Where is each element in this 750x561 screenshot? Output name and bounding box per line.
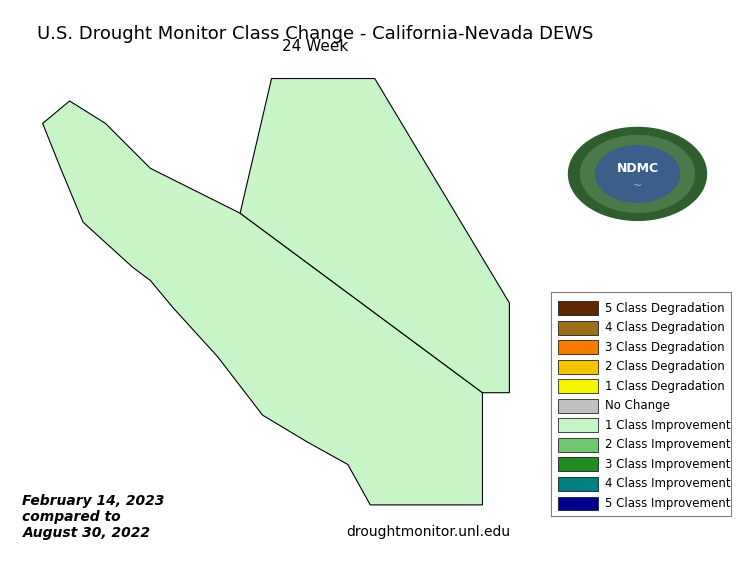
Polygon shape bbox=[596, 146, 680, 202]
FancyBboxPatch shape bbox=[559, 438, 598, 452]
Text: 5 Class Improvement: 5 Class Improvement bbox=[605, 497, 730, 510]
Text: 3 Class Degradation: 3 Class Degradation bbox=[605, 341, 724, 354]
Text: No Change: No Change bbox=[605, 399, 670, 412]
Polygon shape bbox=[568, 127, 706, 220]
FancyBboxPatch shape bbox=[559, 419, 598, 432]
Text: 3 Class Improvement: 3 Class Improvement bbox=[605, 458, 730, 471]
Text: 1 Class Improvement: 1 Class Improvement bbox=[605, 419, 730, 432]
FancyBboxPatch shape bbox=[559, 496, 598, 510]
FancyBboxPatch shape bbox=[559, 341, 598, 354]
FancyBboxPatch shape bbox=[559, 360, 598, 374]
Text: 1 Class Degradation: 1 Class Degradation bbox=[605, 380, 725, 393]
FancyBboxPatch shape bbox=[559, 477, 598, 491]
Polygon shape bbox=[580, 136, 694, 212]
FancyBboxPatch shape bbox=[559, 301, 598, 315]
Text: 4 Class Degradation: 4 Class Degradation bbox=[605, 321, 725, 334]
Text: NDMC: NDMC bbox=[616, 162, 658, 176]
Text: U.S. Drought Monitor Class Change - California-Nevada DEWS: U.S. Drought Monitor Class Change - Cali… bbox=[37, 25, 593, 43]
Polygon shape bbox=[240, 79, 509, 393]
Text: 5 Class Degradation: 5 Class Degradation bbox=[605, 302, 724, 315]
Text: 2 Class Degradation: 2 Class Degradation bbox=[605, 360, 725, 373]
FancyBboxPatch shape bbox=[559, 457, 598, 471]
Text: 4 Class Improvement: 4 Class Improvement bbox=[605, 477, 730, 490]
Polygon shape bbox=[43, 101, 482, 505]
Text: ~: ~ bbox=[633, 181, 642, 191]
FancyBboxPatch shape bbox=[559, 399, 598, 412]
Text: droughtmonitor.unl.edu: droughtmonitor.unl.edu bbox=[346, 525, 510, 539]
Text: 2 Class Improvement: 2 Class Improvement bbox=[605, 438, 730, 451]
FancyBboxPatch shape bbox=[559, 379, 598, 393]
FancyBboxPatch shape bbox=[559, 321, 598, 334]
Text: 24 Week: 24 Week bbox=[282, 39, 348, 54]
Text: February 14, 2023
compared to
August 30, 2022: February 14, 2023 compared to August 30,… bbox=[22, 494, 165, 540]
